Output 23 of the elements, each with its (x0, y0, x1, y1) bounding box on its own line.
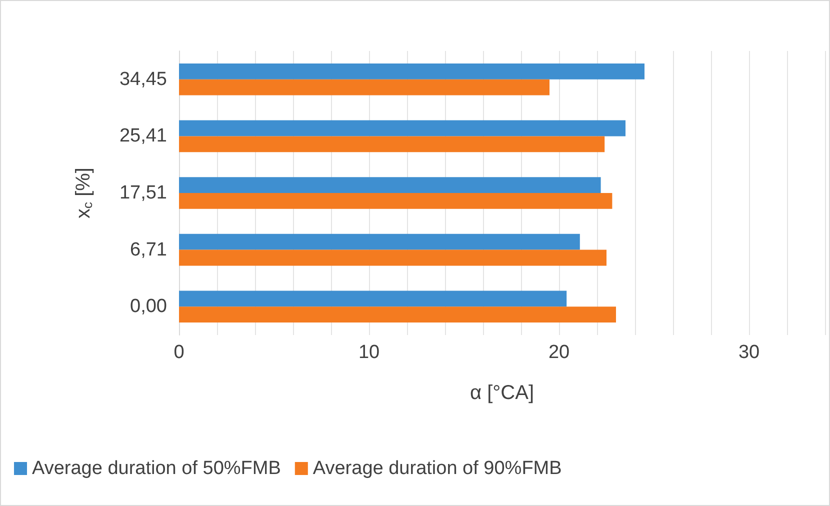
bar (179, 136, 605, 152)
y-tick-label: 6,71 (130, 239, 167, 260)
x-tick-label: 30 (738, 342, 760, 363)
y-axis-title: xc [%] (72, 168, 95, 218)
x-tick-label: 20 (548, 342, 570, 363)
bar (179, 193, 612, 209)
x-tick-label: 0 (174, 342, 184, 363)
x-axis-title: α [°CA] (470, 382, 534, 404)
bar (179, 63, 644, 80)
bar (179, 250, 606, 266)
y-tick-label: 25,41 (119, 126, 167, 147)
bar (179, 290, 567, 307)
legend-label: Average duration of 50%FMB (32, 458, 281, 479)
bar (179, 234, 580, 250)
legend-label: Average duration of 90%FMB (312, 458, 562, 479)
y-tick-label: 17,51 (119, 182, 167, 204)
y-tick-label: 34,45 (119, 68, 167, 90)
bar (179, 120, 626, 136)
bar (179, 79, 550, 96)
y-tick-label: 0,00 (130, 296, 167, 318)
x-tick-label: 10 (358, 342, 380, 363)
bar (179, 177, 601, 193)
bar (179, 306, 616, 323)
